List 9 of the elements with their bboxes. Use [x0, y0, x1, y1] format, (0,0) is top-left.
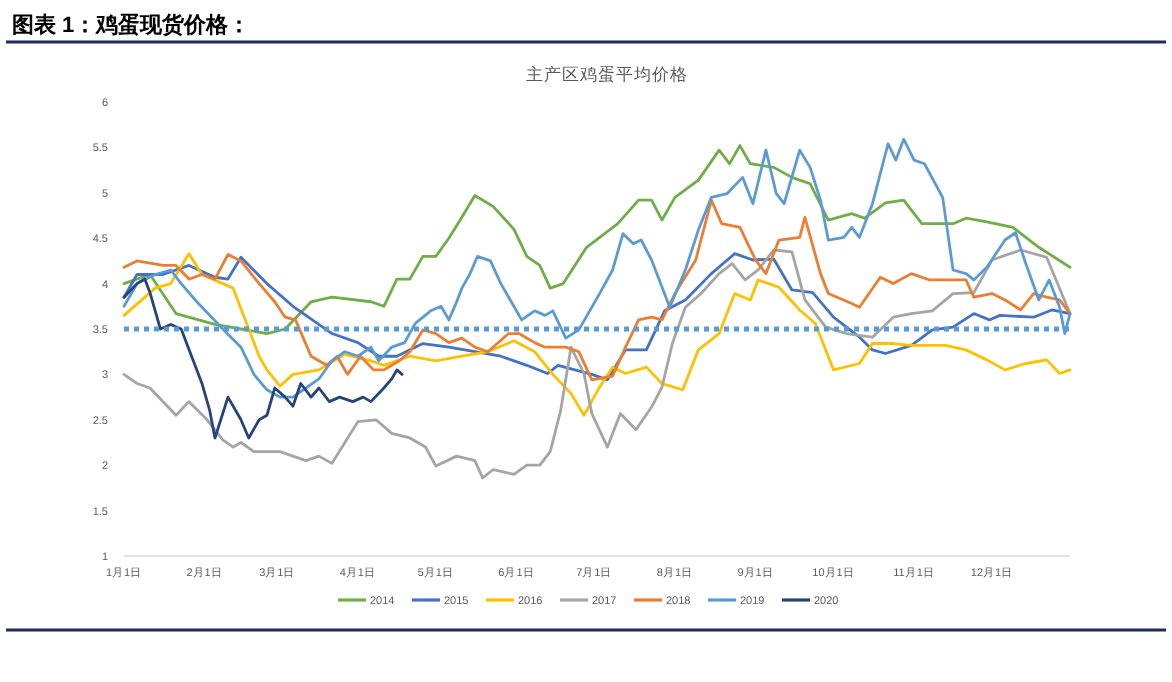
chart-subtitle: 主产区鸡蛋平均价格: [526, 64, 688, 84]
line-series: [122, 248, 1072, 480]
line-series: [122, 198, 1072, 382]
chart-title: 图表 1：鸡蛋现货价格：: [12, 12, 251, 38]
line-series: [122, 277, 404, 440]
line-series: [122, 252, 1072, 382]
line-series: [122, 144, 1072, 335]
line-series: [122, 252, 1072, 417]
line-series: [122, 137, 1072, 399]
